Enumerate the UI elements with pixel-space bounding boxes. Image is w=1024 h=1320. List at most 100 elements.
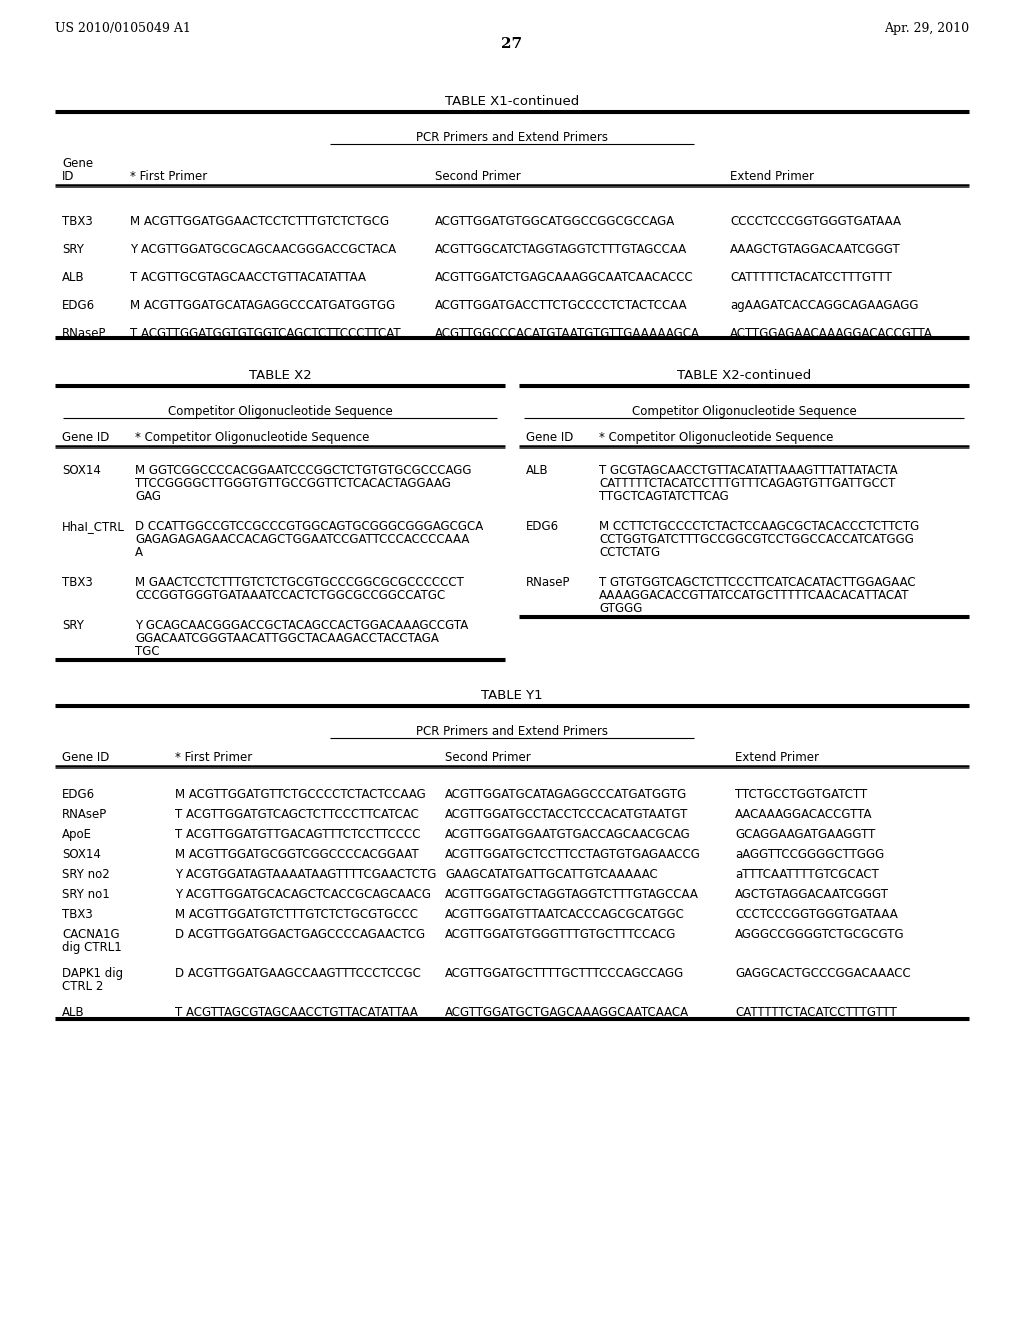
Text: ApoE: ApoE [62,828,92,841]
Text: ACGTTGGATGCTTTTGCTTTCCCAGCCAGG: ACGTTGGATGCTTTTGCTTTCCCAGCCAGG [445,968,684,979]
Text: dig CTRL1: dig CTRL1 [62,941,122,954]
Text: aAGGTTCCGGGGCTTGGG: aAGGTTCCGGGGCTTGGG [735,847,885,861]
Text: M ACGTTGGATGTTCTGCCCCTCTACTCCAAG: M ACGTTGGATGTTCTGCCCCTCTACTCCAAG [175,788,426,801]
Text: GAAGCATATGATTGCATTGTCAAAAAC: GAAGCATATGATTGCATTGTCAAAAAC [445,869,657,880]
Text: ACGTTGGATGCCTACCTCCCACATGTAATGT: ACGTTGGATGCCTACCTCCCACATGTAATGT [445,808,688,821]
Text: D CCATTGGCCGTCCGCCCGTGGCAGTGCGGGCGGGAGCGCA: D CCATTGGCCGTCCGCCCGTGGCAGTGCGGGCGGGAGCG… [135,520,483,533]
Text: Apr. 29, 2010: Apr. 29, 2010 [884,22,969,36]
Text: agAAGATCACCAGGCAGAAGAGG: agAAGATCACCAGGCAGAAGAGG [730,300,919,312]
Text: M ACGTTGGATGCGGTCGGCCCCACGGAAT: M ACGTTGGATGCGGTCGGCCCCACGGAAT [175,847,419,861]
Text: EDG6: EDG6 [526,520,559,533]
Text: AGCTGTAGGACAATCGGGT: AGCTGTAGGACAATCGGGT [735,888,889,902]
Text: * First Primer: * First Primer [130,170,207,183]
Text: CCCGGTGGGTGATAAATCCACTCTGGCGCCGGCCATGC: CCCGGTGGGTGATAAATCCACTCTGGCGCCGGCCATGC [135,589,445,602]
Text: * First Primer: * First Primer [175,751,252,764]
Text: * Competitor Oligonucleotide Sequence: * Competitor Oligonucleotide Sequence [599,432,834,444]
Text: T ACGTTGGATGGTGTGGTCAGCTCTTCCCTTCAT: T ACGTTGGATGGTGTGGTCAGCTCTTCCCTTCAT [130,327,400,341]
Text: TTCCGGGGCTTGGGTGTTGCCGGTTCTCACACTAGGAAG: TTCCGGGGCTTGGGTGTTGCCGGTTCTCACACTAGGAAG [135,477,451,490]
Text: RNaseP: RNaseP [526,576,570,589]
Text: ACGTTGGATGGAATGTGACCAGCAACGCAG: ACGTTGGATGGAATGTGACCAGCAACGCAG [445,828,691,841]
Text: EDG6: EDG6 [62,788,95,801]
Text: TGC: TGC [135,645,160,657]
Text: SRY no1: SRY no1 [62,888,110,902]
Text: Y ACGTTGGATGCGCAGCAACGGGACCGCTACA: Y ACGTTGGATGCGCAGCAACGGGACCGCTACA [130,243,396,256]
Text: M CCTTCTGCCCCTCTACTCCAAGCGCTACACCCTCTTCTG: M CCTTCTGCCCCTCTACTCCAAGCGCTACACCCTCTTCT… [599,520,920,533]
Text: CCTGGTGATCTTTGCCGGCGTCCTGGCCACCATCATGGG: CCTGGTGATCTTTGCCGGCGTCCTGGCCACCATCATGGG [599,533,913,546]
Text: ACGTTGGATGCTCCTTCCTAGTGTGAGAACCG: ACGTTGGATGCTCCTTCCTAGTGTGAGAACCG [445,847,700,861]
Text: Competitor Oligonucleotide Sequence: Competitor Oligonucleotide Sequence [632,405,856,418]
Text: DAPK1 dig: DAPK1 dig [62,968,123,979]
Text: EDG6: EDG6 [62,300,95,312]
Text: CCCTCCCGGTGGGTGATAAA: CCCTCCCGGTGGGTGATAAA [735,908,898,921]
Text: M ACGTTGGATGCATAGAGGCCCATGATGGTGG: M ACGTTGGATGCATAGAGGCCCATGATGGTGG [130,300,395,312]
Text: T ACGTTGCGTAGCAACCTGTTACATATTAA: T ACGTTGCGTAGCAACCTGTTACATATTAA [130,271,366,284]
Text: GGACAATCGGGTAACATTGGCTACAAGACCTACCTAGA: GGACAATCGGGTAACATTGGCTACAAGACCTACCTAGA [135,632,439,645]
Text: RNaseP: RNaseP [62,327,106,341]
Text: TABLE X2: TABLE X2 [249,370,311,381]
Text: ACGTTGGATCTGAGCAAAGGCAATCAACACCC: ACGTTGGATCTGAGCAAAGGCAATCAACACCC [435,271,693,284]
Text: ACGTTGGATGTGGGTTTGTGCTTTCCACG: ACGTTGGATGTGGGTTTGTGCTTTCCACG [445,928,677,941]
Text: * Competitor Oligonucleotide Sequence: * Competitor Oligonucleotide Sequence [135,432,370,444]
Text: M ACGTTGGATGGAACTCCTCTTTGTCTCTGCG: M ACGTTGGATGGAACTCCTCTTTGTCTCTGCG [130,215,389,228]
Text: TABLE Y1: TABLE Y1 [481,689,543,702]
Text: ACGTTGGATGCTAGGTAGGTCTTTGTAGCCAA: ACGTTGGATGCTAGGTAGGTCTTTGTAGCCAA [445,888,698,902]
Text: PCR Primers and Extend Primers: PCR Primers and Extend Primers [416,725,608,738]
Text: GAG: GAG [135,490,161,503]
Text: TBX3: TBX3 [62,576,93,589]
Text: SOX14: SOX14 [62,847,101,861]
Text: Y ACGTGGATAGTAAAATAAGTTTTCGAACTCTG: Y ACGTGGATAGTAAAATAAGTTTTCGAACTCTG [175,869,436,880]
Text: Y ACGTTGGATGCACAGCTCACCGCAGCAACG: Y ACGTTGGATGCACAGCTCACCGCAGCAACG [175,888,431,902]
Text: GCAGGAAGATGAAGGTT: GCAGGAAGATGAAGGTT [735,828,876,841]
Text: M ACGTTGGATGTCTTTGTCTCTGCGTGCCC: M ACGTTGGATGTCTTTGTCTCTGCGTGCCC [175,908,418,921]
Text: SRY: SRY [62,619,84,632]
Text: HhaI_CTRL: HhaI_CTRL [62,520,125,533]
Text: SOX14: SOX14 [62,465,101,477]
Text: ALB: ALB [526,465,549,477]
Text: ID: ID [62,170,75,183]
Text: Second Primer: Second Primer [435,170,521,183]
Text: ACGTTGGATGACCTTCTGCCCCTCTACTCCAA: ACGTTGGATGACCTTCTGCCCCTCTACTCCAA [435,300,688,312]
Text: D ACGTTGGATGGACTGAGCCCCAGAACTCG: D ACGTTGGATGGACTGAGCCCCAGAACTCG [175,928,425,941]
Text: Gene ID: Gene ID [62,432,110,444]
Text: TTGCTCAGTATCTTCAG: TTGCTCAGTATCTTCAG [599,490,729,503]
Text: T GTGTGGTCAGCTCTTCCCTTCATCACATACTTGGAGAAC: T GTGTGGTCAGCTCTTCCCTTCATCACATACTTGGAGAA… [599,576,915,589]
Text: aTTTCAATTTTGTCGCACT: aTTTCAATTTTGTCGCACT [735,869,879,880]
Text: D ACGTTGGATGAAGCCAAGTTTCCCTCCGC: D ACGTTGGATGAAGCCAAGTTTCCCTCCGC [175,968,421,979]
Text: 27: 27 [502,37,522,51]
Text: T GCGTAGCAACCTGTTACATATTAAAGTTTATTATACTA: T GCGTAGCAACCTGTTACATATTAAAGTTTATTATACTA [599,465,898,477]
Text: CATTTTTCTACATCCTTTGTTT: CATTTTTCTACATCCTTTGTTT [735,1006,897,1019]
Text: A: A [135,546,143,558]
Text: AAAGCTGTAGGACAATCGGGT: AAAGCTGTAGGACAATCGGGT [730,243,901,256]
Text: CCTCTATG: CCTCTATG [599,546,660,558]
Text: AACAAAGGACACCGTTA: AACAAAGGACACCGTTA [735,808,872,821]
Text: PCR Primers and Extend Primers: PCR Primers and Extend Primers [416,131,608,144]
Text: Competitor Oligonucleotide Sequence: Competitor Oligonucleotide Sequence [168,405,392,418]
Text: SRY: SRY [62,243,84,256]
Text: ALB: ALB [62,1006,85,1019]
Text: TABLE X2-continued: TABLE X2-continued [677,370,811,381]
Text: ACGTTGGATGTTAATCACCCAGCGCATGGC: ACGTTGGATGTTAATCACCCAGCGCATGGC [445,908,685,921]
Text: T ACGTTGGATGTTGACAGTTTCTCCTTCCCC: T ACGTTGGATGTTGACAGTTTCTCCTTCCCC [175,828,421,841]
Text: CACNA1G: CACNA1G [62,928,120,941]
Text: TTCTGCCTGGTGATCTT: TTCTGCCTGGTGATCTT [735,788,867,801]
Text: GAGGCACTGCCCGGACAAACC: GAGGCACTGCCCGGACAAACC [735,968,910,979]
Text: T ACGTTAGCGTAGCAACCTGTTACATATTAA: T ACGTTAGCGTAGCAACCTGTTACATATTAA [175,1006,418,1019]
Text: Extend Primer: Extend Primer [730,170,814,183]
Text: ACGTTGGATGTGGCATGGCCGGCGCCAGA: ACGTTGGATGTGGCATGGCCGGCGCCAGA [435,215,675,228]
Text: ALB: ALB [62,271,85,284]
Text: Gene: Gene [62,157,93,170]
Text: GAGAGAGAGAACCACAGCTGGAATCCGATTCCCACCCCAAA: GAGAGAGAGAACCACAGCTGGAATCCGATTCCCACCCCAA… [135,533,469,546]
Text: GTGGG: GTGGG [599,602,642,615]
Text: TABLE X1-continued: TABLE X1-continued [444,95,580,108]
Text: CATTTTTCTACATCCTTTGTTT: CATTTTTCTACATCCTTTGTTT [730,271,892,284]
Text: Y GCAGCAACGGGACCGCTACAGCCACTGGACAAAGCCGTA: Y GCAGCAACGGGACCGCTACAGCCACTGGACAAAGCCGT… [135,619,468,632]
Text: Gene ID: Gene ID [526,432,573,444]
Text: M GGTCGGCCCCACGGAATCCCGGCTCTGTGTGCGCCCAGG: M GGTCGGCCCCACGGAATCCCGGCTCTGTGTGCGCCCAG… [135,465,471,477]
Text: CTRL 2: CTRL 2 [62,979,103,993]
Text: Extend Primer: Extend Primer [735,751,819,764]
Text: ACGTTGGCATCTAGGTAGGTCTTTGTAGCCAA: ACGTTGGCATCTAGGTAGGTCTTTGTAGCCAA [435,243,687,256]
Text: ACGTTGGATGCATAGAGGCCCATGATGGTG: ACGTTGGATGCATAGAGGCCCATGATGGTG [445,788,687,801]
Text: ACGTTGGCCCACATGTAATGTGTTGAAAAAGCA: ACGTTGGCCCACATGTAATGTGTTGAAAAAGCA [435,327,700,341]
Text: SRY no2: SRY no2 [62,869,110,880]
Text: ACTTGGAGAACAAAGGACACCGTTA: ACTTGGAGAACAAAGGACACCGTTA [730,327,933,341]
